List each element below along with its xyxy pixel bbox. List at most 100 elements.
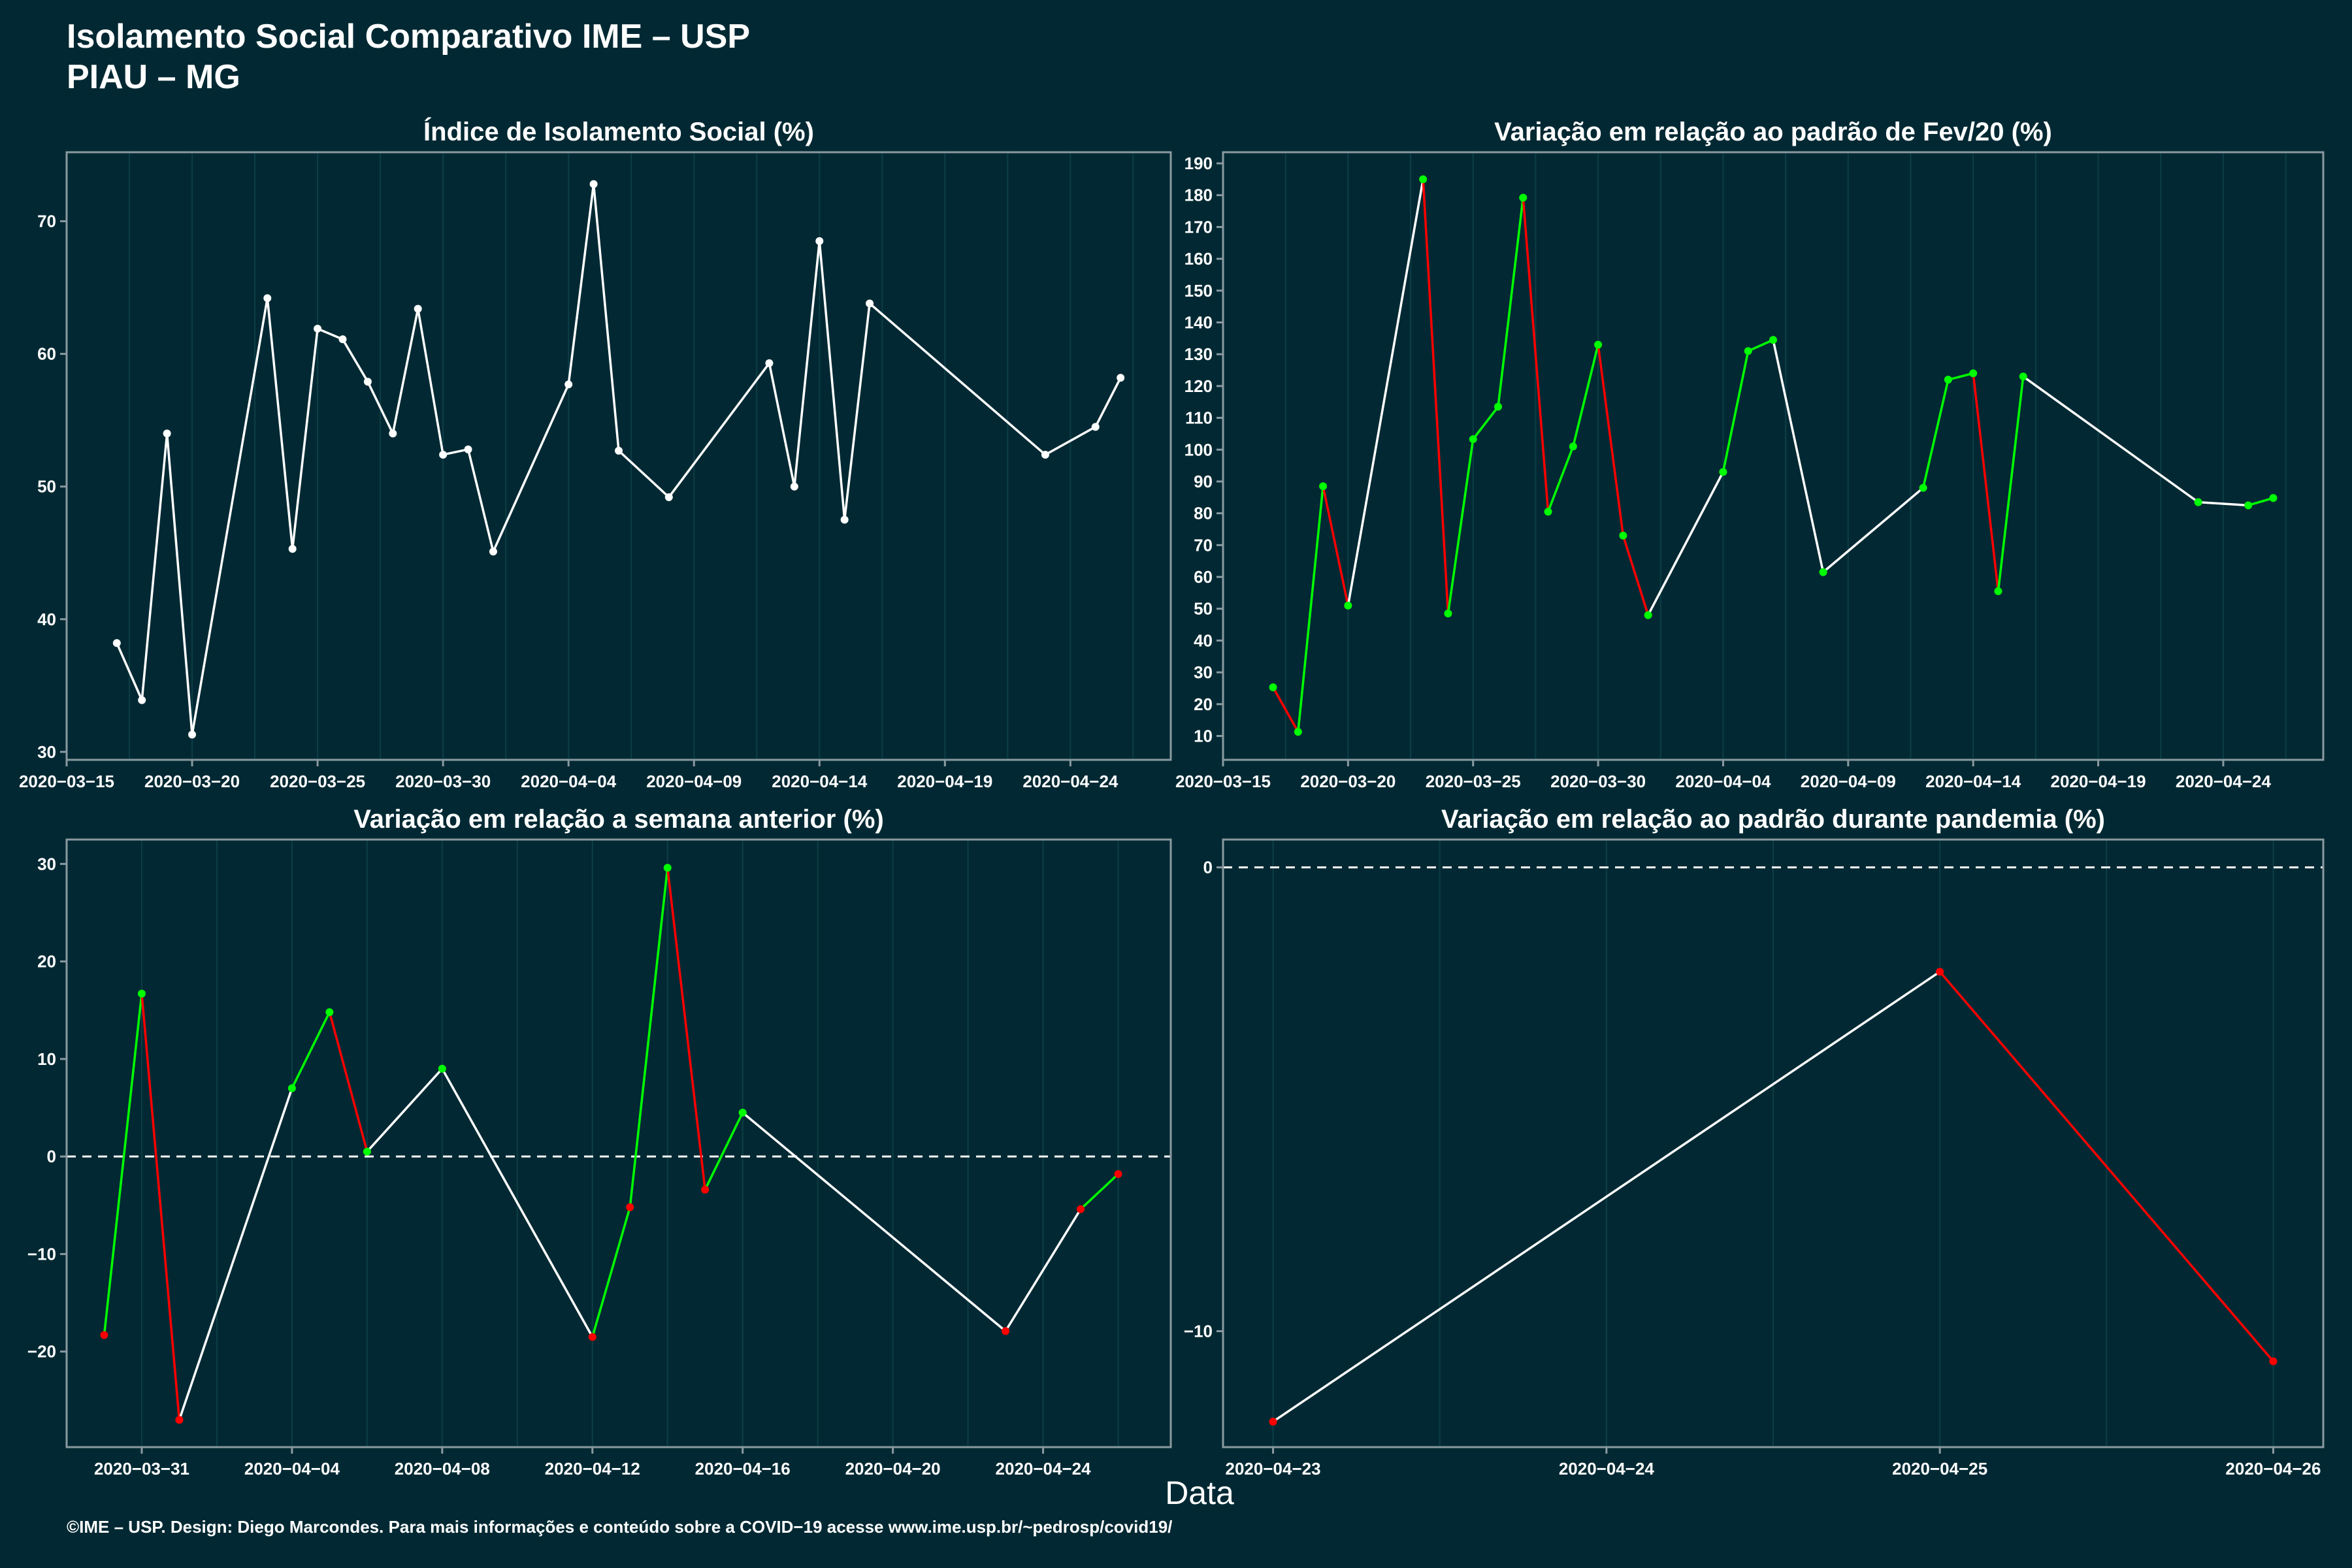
- data-point: [1719, 468, 1727, 476]
- series-segment: [567, 184, 595, 385]
- series-segment: [442, 448, 468, 456]
- series-segment: [629, 868, 669, 1207]
- series-segment: [492, 384, 570, 552]
- data-point: [1819, 568, 1827, 576]
- y-tick-label: 20: [37, 952, 56, 972]
- series-segment: [103, 993, 143, 1335]
- series-segment: [1347, 179, 1424, 606]
- data-point: [1569, 442, 1577, 451]
- data-point: [363, 1147, 371, 1156]
- data-point: [1644, 611, 1652, 619]
- y-tick-label: 20: [1194, 694, 1213, 714]
- data-point: [790, 482, 798, 491]
- panel-2: Variação em relação ao padrão de Fev/20 …: [1175, 118, 2325, 791]
- data-point: [626, 1203, 634, 1211]
- data-point: [489, 547, 497, 556]
- data-point: [100, 1331, 108, 1339]
- series-segment: [768, 363, 796, 487]
- series-segment: [1272, 970, 1941, 1423]
- series-segment: [1446, 438, 1475, 614]
- data-point: [1744, 347, 1752, 355]
- series-segment: [1972, 373, 2000, 592]
- data-point: [112, 639, 121, 647]
- panel-title: Variação em relação ao padrão de Fev/20 …: [1494, 118, 2052, 146]
- x-tick-label: 2020−03−25: [1426, 772, 1521, 791]
- series-segment: [191, 298, 269, 735]
- series-segment: [1272, 687, 1299, 733]
- data-point: [1344, 601, 1352, 610]
- series-segment: [1772, 339, 1825, 573]
- data-point: [1041, 450, 1049, 459]
- data-point: [1919, 483, 1927, 492]
- x-axis-label: Data: [1165, 1475, 1234, 1511]
- data-point: [288, 545, 297, 553]
- x-tick-label: 2020−03−25: [270, 772, 365, 791]
- y-tick-label: 170: [1184, 217, 1213, 237]
- y-tick-label: 70: [37, 212, 56, 231]
- x-tick-label: 2020−04−09: [1801, 772, 1896, 791]
- y-tick-label: 10: [37, 1049, 56, 1069]
- panel-frame: [1222, 838, 2325, 1448]
- x-tick-label: 2020−04−04: [244, 1459, 340, 1478]
- y-tick-label: 50: [1194, 599, 1213, 619]
- x-tick-label: 2020−04−19: [897, 772, 992, 791]
- y-tick-label: 0: [47, 1147, 56, 1166]
- x-tick-label: 2020−03−31: [94, 1459, 189, 1478]
- series-segment: [1997, 376, 2025, 592]
- y-tick-label: 150: [1184, 281, 1213, 301]
- x-tick-label: 2020−04−16: [695, 1459, 791, 1478]
- series-segment: [367, 381, 394, 434]
- data-point: [663, 864, 672, 872]
- series-segment: [328, 1011, 368, 1152]
- series-segment: [617, 449, 670, 498]
- series-segment: [1822, 487, 1924, 574]
- panel-title: Índice de Isolamento Social (%): [423, 117, 814, 146]
- data-point: [1419, 175, 1428, 184]
- series-segment: [1522, 197, 1550, 512]
- series-segment: [704, 1112, 744, 1190]
- series-segment: [391, 308, 419, 434]
- y-tick-label: 140: [1184, 312, 1213, 332]
- panel-frame: [65, 151, 1172, 761]
- y-tick-label: 30: [1194, 662, 1213, 682]
- x-tick-label: 2020−03−30: [395, 772, 491, 791]
- data-point: [1319, 482, 1328, 491]
- series-segment: [1921, 379, 1950, 489]
- data-point: [2269, 1357, 2278, 1365]
- series-segment: [116, 642, 143, 701]
- data-point: [138, 696, 146, 704]
- series-segment: [1938, 971, 2274, 1362]
- series-segment: [266, 298, 294, 549]
- x-tick-label: 2020−04−08: [395, 1459, 490, 1478]
- series-segment: [1572, 344, 1599, 447]
- y-tick-label: 10: [1194, 726, 1213, 745]
- series-segment: [1597, 344, 1625, 536]
- data-point: [1444, 610, 1452, 618]
- series-segment: [2247, 497, 2274, 507]
- series-segment: [366, 1068, 444, 1152]
- data-point: [1091, 423, 1100, 431]
- series-segment: [1722, 350, 1750, 472]
- data-point: [589, 180, 598, 188]
- data-point: [325, 1008, 334, 1017]
- series-segment: [1422, 179, 1450, 614]
- footer-credit: ©IME – USP. Design: Diego Marcondes. Par…: [67, 1517, 1173, 1537]
- data-point: [1936, 968, 1944, 976]
- y-tick-label: 30: [37, 854, 56, 874]
- x-tick-label: 2020−04−24: [1022, 772, 1119, 791]
- data-point: [1494, 402, 1502, 411]
- series-segment: [843, 303, 871, 520]
- page-title: Isolamento Social Comparativo IME – USP: [67, 18, 751, 56]
- data-point: [1994, 587, 2002, 595]
- panel-title: Variação em relação a semana anterior (%…: [353, 805, 884, 834]
- y-tick-label: 70: [1194, 535, 1213, 555]
- data-point: [2019, 372, 2027, 381]
- data-point: [840, 515, 849, 524]
- series-segment: [1322, 485, 1350, 606]
- panel-3: Variação em relação a semana anterior (%…: [27, 805, 1172, 1478]
- data-point: [1769, 336, 1777, 344]
- y-tick-label: 40: [37, 610, 56, 629]
- series-segment: [1748, 338, 1774, 352]
- data-point: [1114, 1170, 1122, 1179]
- data-point: [137, 989, 146, 998]
